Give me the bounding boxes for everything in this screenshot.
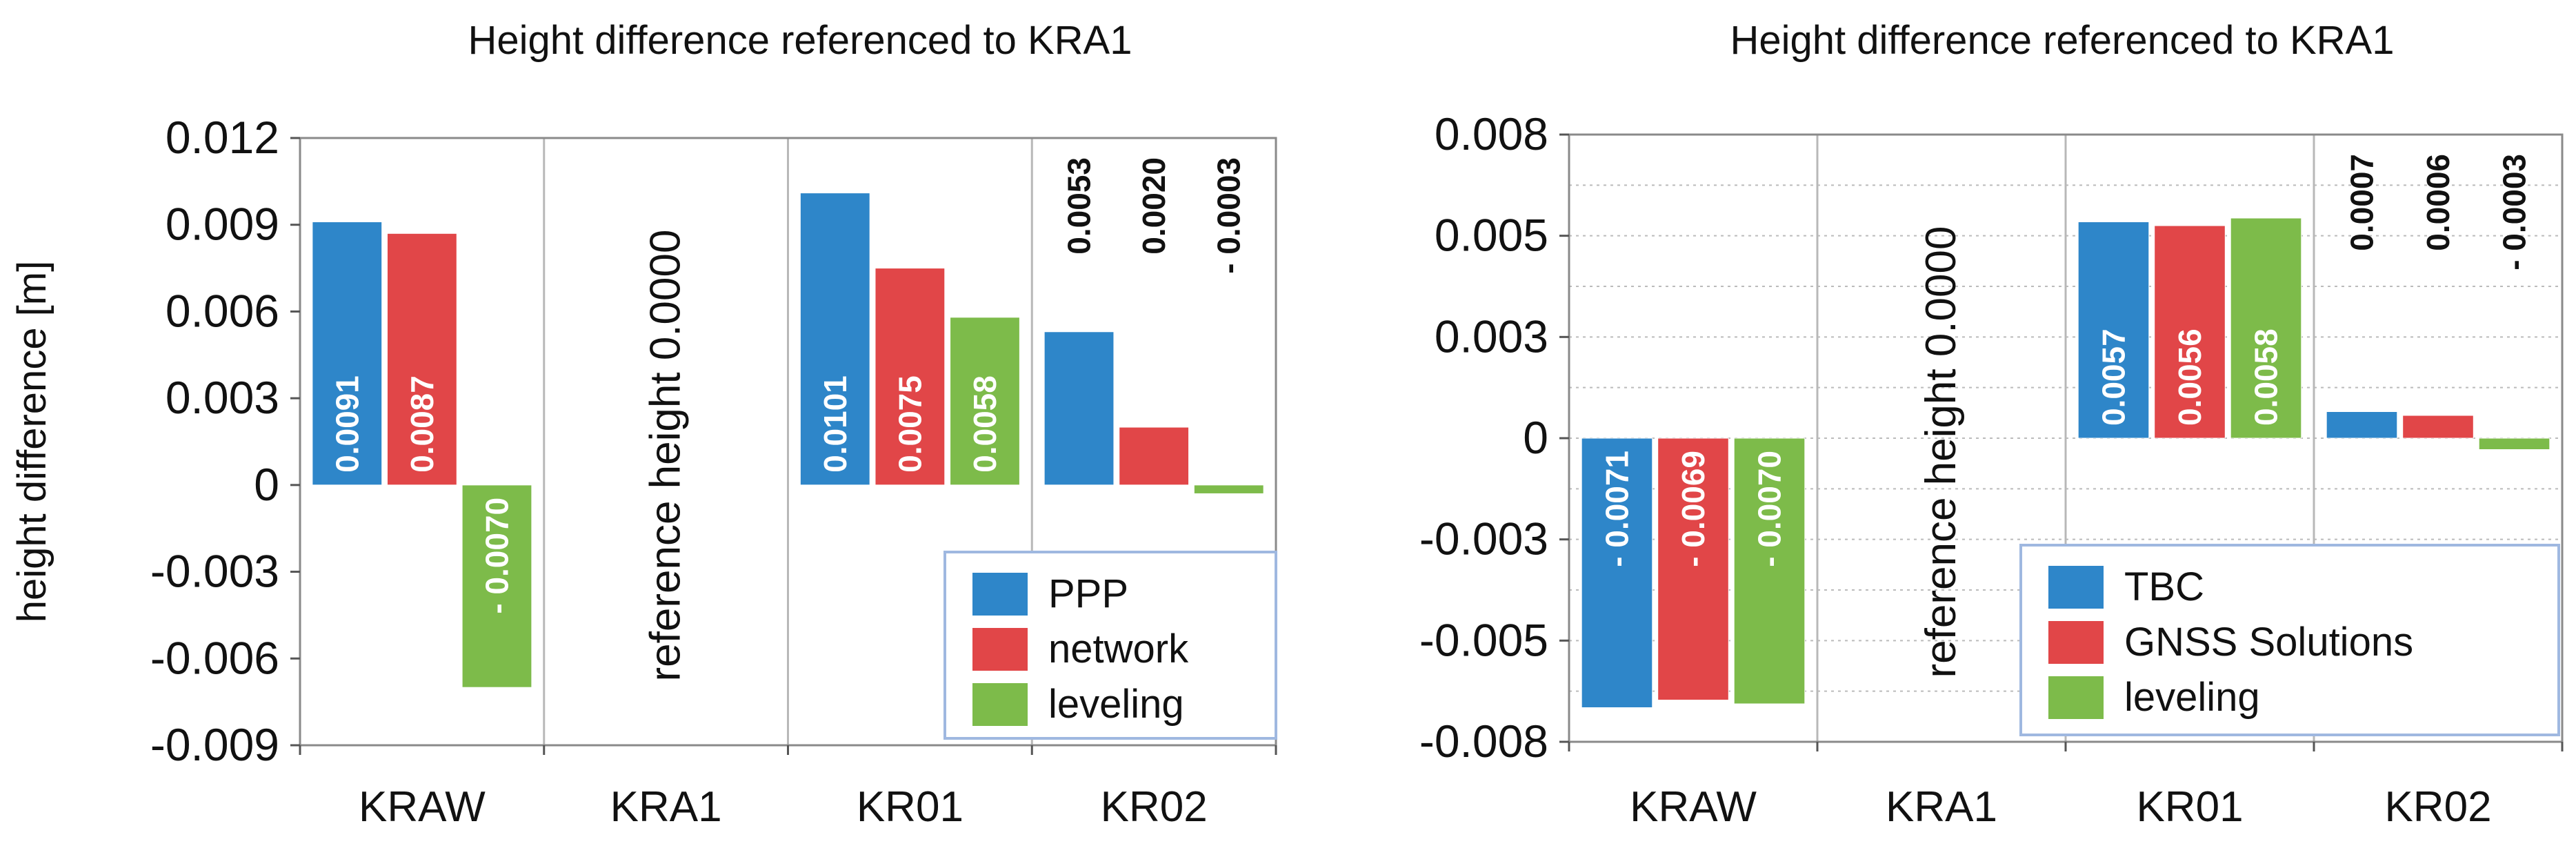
y-tick-label: 0.003 <box>1435 311 1548 362</box>
y-tick-label: 0 <box>254 459 279 510</box>
legend-swatch <box>972 683 1028 726</box>
bar-tbc <box>1581 437 1653 708</box>
category-label: KR01 <box>2136 783 2243 831</box>
legend-box <box>2019 544 2560 736</box>
data-label: 0.0101 <box>817 375 853 473</box>
bar-ppp <box>799 193 870 486</box>
reference-height-label: reference height 0.0000 <box>1917 226 1965 678</box>
data-label: 0.0091 <box>329 375 365 473</box>
bar-tbc <box>2326 411 2398 439</box>
data-label: - 0.0071 <box>1599 451 1635 567</box>
category-label: KR01 <box>857 783 963 831</box>
chart-title: Height difference referenced to KRA1 <box>468 18 1132 63</box>
bar-leveling <box>2230 217 2302 439</box>
bar-leveling <box>461 484 532 688</box>
y-tick-label: 0.012 <box>166 112 279 163</box>
legend-entry: network <box>1048 627 1189 671</box>
data-label: - 0.0069 <box>1675 451 1711 567</box>
reference-height-label: reference height 0.0000 <box>642 230 690 682</box>
category-label: KR02 <box>1101 783 1208 831</box>
legend-swatch <box>2048 676 2104 719</box>
y-tick-label: -0.006 <box>150 632 279 683</box>
bar-gnss-solutions <box>2154 225 2226 439</box>
y-tick-label: 0.006 <box>166 285 279 336</box>
legend-swatch <box>2048 566 2104 609</box>
bar-gnss-solutions <box>1657 437 1729 700</box>
chart-left: 0.012 0.009 0.006 0.003 0 -0.003 -0.006 -0.009 H… <box>10 18 1277 831</box>
y-tick-label: -0.008 <box>1419 716 1548 767</box>
data-label: - 0.0003 <box>2497 154 2533 270</box>
chart-title: Height difference referenced to KRA1 <box>1730 18 2395 63</box>
category-label: KR02 <box>2384 783 2491 831</box>
legend-entry: TBC <box>2124 564 2204 609</box>
legend-entry: GNSS Solutions <box>2124 620 2413 665</box>
legend-swatch <box>972 628 1028 671</box>
y-axis-label: height difference [m] <box>10 261 54 622</box>
y-tick-label: -0.009 <box>150 719 279 770</box>
chart-left-panel: 0.012 0.009 0.006 0.003 0 -0.003 -0.006 -0.009 H… <box>0 0 1283 846</box>
y-tick-label: 0.003 <box>166 372 279 423</box>
bar-leveling <box>2478 437 2550 450</box>
bar-tbc <box>2077 222 2150 439</box>
data-label: 0.0056 <box>2172 328 2208 426</box>
y-tick-label: 0.008 <box>1435 108 1548 159</box>
chart-right-panel: 0.008 0.005 0.003 0 -0.003 -0.005 -0.008 Height… <box>1290 0 2576 846</box>
data-label: - 0.0003 <box>1211 157 1247 274</box>
data-label: 0.0087 <box>404 375 440 473</box>
data-label: 0.0007 <box>2344 154 2379 251</box>
category-label: KRAW <box>359 783 486 831</box>
bar-leveling <box>1193 484 1264 494</box>
legend-entry: PPP <box>1048 571 1128 616</box>
data-label: 0.0020 <box>1136 157 1172 255</box>
y-tick-label: -0.003 <box>150 546 279 597</box>
y-tick-label: 0 <box>1523 412 1548 463</box>
data-label: - 0.0070 <box>479 498 515 614</box>
category-label: KRA1 <box>1886 783 1997 831</box>
bar-gnss-solutions <box>2402 415 2474 439</box>
y-tick-label: -0.003 <box>1419 513 1548 564</box>
data-label: 0.0053 <box>1061 157 1097 255</box>
data-label: 0.0006 <box>2420 154 2456 251</box>
data-label: - 0.0070 <box>1752 451 1788 567</box>
data-label: 0.0057 <box>2095 328 2131 426</box>
chart-right: 0.008 0.005 0.003 0 -0.003 -0.005 -0.008 Height… <box>1419 18 2564 831</box>
legend-entry: leveling <box>2124 675 2260 720</box>
y-tick-label: 0.009 <box>166 199 279 250</box>
legend-swatch <box>2048 621 2104 664</box>
data-label: 0.0058 <box>967 375 1003 473</box>
bar-network <box>875 268 946 486</box>
data-label: 0.0058 <box>2248 328 2284 426</box>
y-tick-label: -0.005 <box>1419 614 1548 665</box>
bar-network <box>1119 426 1190 486</box>
y-tick-label: 0.005 <box>1435 210 1548 261</box>
bar-leveling <box>950 317 1020 486</box>
legend-entry: leveling <box>1048 682 1184 727</box>
bar-ppp <box>312 222 383 486</box>
bar-network <box>386 233 457 486</box>
category-label: KRAW <box>1630 783 1757 831</box>
legend-swatch <box>972 573 1028 616</box>
bar-ppp <box>1044 331 1115 486</box>
bar-leveling <box>1733 437 1806 705</box>
category-label: KRA1 <box>610 783 722 831</box>
data-label: 0.0075 <box>892 375 928 473</box>
